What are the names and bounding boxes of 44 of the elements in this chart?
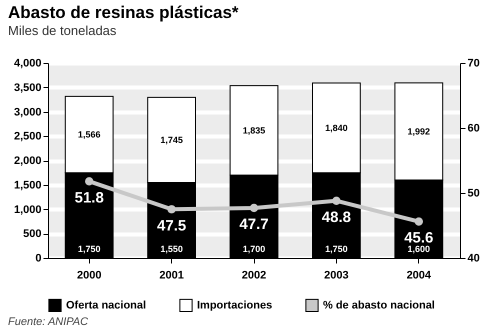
data-label: 48.8 — [322, 208, 351, 226]
legend-label: Oferta nacional — [66, 299, 146, 312]
point — [332, 196, 341, 205]
y2-tick-label: 70 — [468, 58, 480, 70]
chart-title: Abasto de resinas plásticas* — [8, 3, 239, 22]
legend-label: Importaciones — [197, 299, 272, 312]
x-tick-label: 2000 — [76, 270, 102, 282]
y2-tick-label: 50 — [468, 188, 480, 200]
point — [250, 204, 258, 212]
y2-tick-label: 60 — [468, 122, 480, 134]
data-label: 1,992 — [408, 126, 430, 136]
data-label: 1,700 — [242, 244, 266, 254]
x-tick-label: 2003 — [324, 270, 349, 282]
x-tick-label: 2002 — [242, 270, 266, 282]
data-label: 51.8 — [74, 189, 104, 206]
y-tick-label: 500 — [23, 228, 42, 240]
point — [167, 205, 176, 214]
data-label: 1,750 — [78, 244, 100, 254]
chart-subtitle: Miles de toneladas — [8, 23, 117, 38]
y-tick-label: 3,000 — [14, 106, 42, 118]
y-tick-label: 2,000 — [14, 155, 42, 167]
data-label: 47.7 — [239, 216, 269, 233]
point — [85, 177, 94, 186]
data-label: 45.6 — [404, 230, 434, 247]
y-tick-label: 0 — [35, 252, 42, 264]
data-label: 1,566 — [78, 130, 100, 140]
y-tick-label: 1,000 — [14, 204, 42, 216]
y2-tick-label: 40 — [468, 252, 480, 264]
data-label: 1,550 — [160, 244, 183, 254]
data-label: 1,835 — [242, 125, 266, 136]
y-tick-label: 1,500 — [14, 179, 42, 192]
data-label: 1,600 — [408, 244, 430, 254]
legend-label: % de abasto nacional — [323, 299, 435, 312]
x-tick-label: 2001 — [159, 270, 184, 282]
data-label: 1,840 — [325, 122, 348, 133]
y-tick-label: 3,500 — [14, 82, 42, 94]
point — [414, 217, 423, 226]
y-tick-label: 4,000 — [14, 58, 42, 70]
x-tick-label: 2004 — [406, 270, 432, 282]
data-label: 1,745 — [160, 134, 183, 145]
data-label: 47.5 — [157, 217, 186, 234]
y-tick-label: 2,500 — [14, 130, 42, 143]
data-label: 1,750 — [325, 244, 348, 254]
source-note: Fuente: ANIPAC — [8, 316, 90, 328]
